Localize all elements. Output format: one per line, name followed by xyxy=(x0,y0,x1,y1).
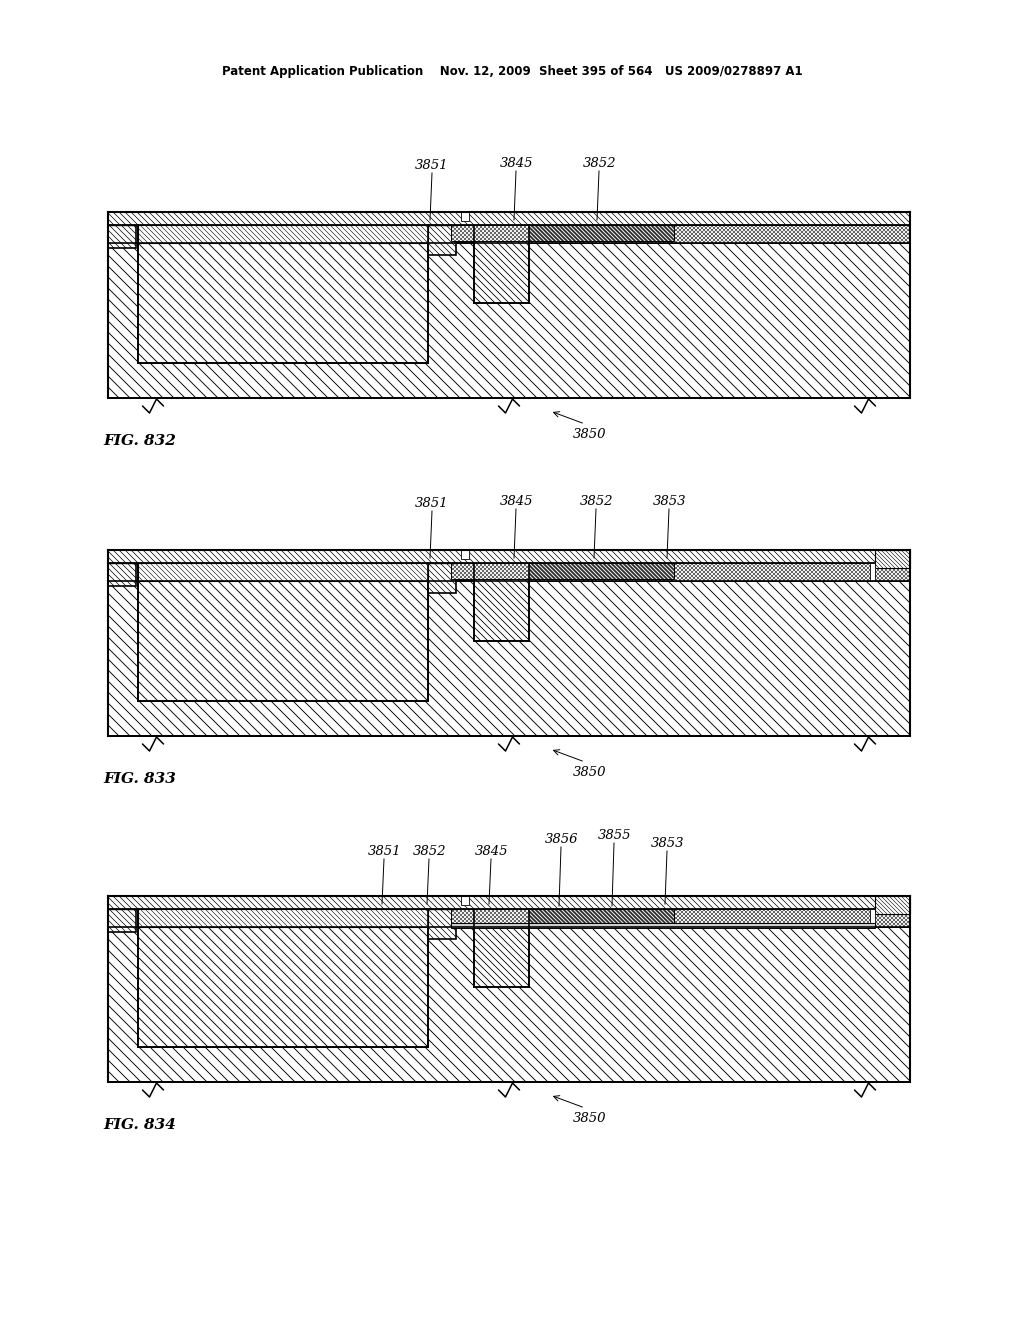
Bar xyxy=(138,911,428,1047)
Bar xyxy=(108,896,136,932)
Text: 3850: 3850 xyxy=(573,766,607,779)
Bar xyxy=(138,909,428,927)
Bar xyxy=(138,565,428,701)
Bar xyxy=(108,213,910,224)
Text: 3851: 3851 xyxy=(416,158,449,172)
Text: 3845: 3845 xyxy=(501,157,534,170)
Bar xyxy=(529,224,910,243)
Bar xyxy=(108,243,910,399)
Bar xyxy=(108,581,910,737)
Text: 3852: 3852 xyxy=(414,845,446,858)
Bar xyxy=(874,550,910,568)
Bar xyxy=(874,896,910,913)
Bar xyxy=(138,565,428,701)
Bar xyxy=(428,550,456,593)
Bar xyxy=(451,564,674,579)
Bar xyxy=(138,224,428,243)
Bar xyxy=(461,550,469,558)
Text: 3851: 3851 xyxy=(369,845,401,858)
Text: FIG. 834: FIG. 834 xyxy=(103,1118,176,1133)
Bar xyxy=(474,911,529,987)
Text: 3853: 3853 xyxy=(653,495,687,508)
Bar xyxy=(138,911,428,1047)
Bar xyxy=(529,909,910,927)
Text: 3845: 3845 xyxy=(475,845,509,858)
Bar xyxy=(428,896,456,939)
Text: FIG. 832: FIG. 832 xyxy=(103,434,176,447)
Bar xyxy=(138,227,428,363)
Text: FIG. 833: FIG. 833 xyxy=(103,772,176,785)
Bar xyxy=(138,227,428,363)
Text: 3851: 3851 xyxy=(416,498,449,510)
Bar xyxy=(451,923,874,928)
Bar xyxy=(461,213,469,220)
Bar xyxy=(108,896,910,909)
Bar xyxy=(451,909,674,925)
Bar xyxy=(108,550,136,586)
Text: 3845: 3845 xyxy=(501,495,534,508)
Bar xyxy=(108,927,910,1082)
Bar xyxy=(870,909,874,927)
Text: Patent Application Publication    Nov. 12, 2009  Sheet 395 of 564   US 2009/0278: Patent Application Publication Nov. 12, … xyxy=(221,66,803,78)
Text: 3850: 3850 xyxy=(573,1111,607,1125)
Bar xyxy=(474,565,529,642)
Bar xyxy=(108,213,136,248)
Bar xyxy=(461,896,469,906)
Text: 3852: 3852 xyxy=(584,157,616,170)
Text: 3856: 3856 xyxy=(545,833,579,846)
Bar xyxy=(870,564,874,581)
Bar xyxy=(529,564,910,581)
Bar xyxy=(451,224,674,242)
Text: 3855: 3855 xyxy=(598,829,632,842)
Bar xyxy=(138,564,428,581)
Bar xyxy=(428,213,456,255)
Text: 3850: 3850 xyxy=(573,428,607,441)
Bar xyxy=(474,227,529,304)
Text: 3853: 3853 xyxy=(651,837,685,850)
Bar xyxy=(108,550,910,564)
Text: 3852: 3852 xyxy=(581,495,613,508)
